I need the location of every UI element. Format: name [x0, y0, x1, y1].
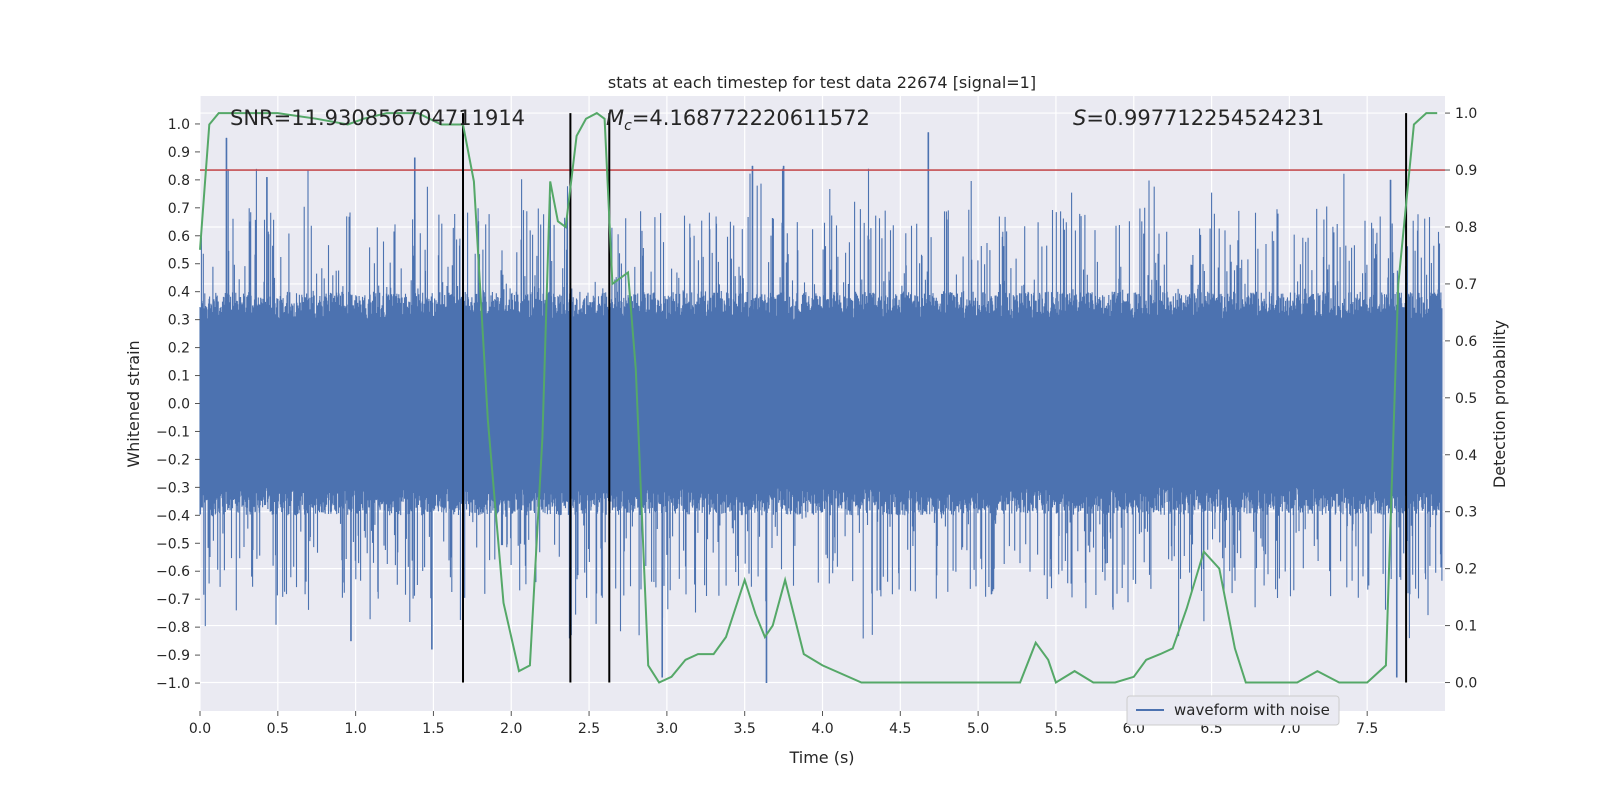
- y-tick-label: −0.2: [156, 452, 190, 468]
- y2-tick-label: 0.8: [1455, 220, 1477, 236]
- y2-tick-label: 0.5: [1455, 391, 1477, 407]
- y-tick-label: 0.6: [168, 229, 190, 245]
- x-tick-label: 4.0: [811, 721, 833, 737]
- y-tick-label: 1.0: [168, 117, 190, 133]
- y-tick-label: 0.8: [168, 173, 190, 189]
- y2-tick-label: 0.1: [1455, 619, 1477, 635]
- y2-tick-label: 0.0: [1455, 676, 1477, 692]
- y-tick-label: −0.8: [156, 620, 190, 636]
- y2-tick-label: 0.2: [1455, 562, 1477, 578]
- y-tick-label: 0.7: [168, 201, 190, 217]
- y2-ticks: 1.0 0.9 0.8 0.7 0.6 0.5 0.4 0.3 0.2 0.1 0.0: [1445, 106, 1477, 692]
- x-tick-label: 3.0: [656, 721, 678, 737]
- x-tick-label: 1.5: [422, 721, 444, 737]
- x-tick-label: 5.5: [1045, 721, 1067, 737]
- legend: waveform with noise: [1126, 695, 1340, 726]
- y-tick-label: −0.1: [156, 424, 190, 440]
- snr-annotation: SNR=11.930856704711914: [230, 106, 525, 130]
- x-axis-label: Time (s): [788, 748, 854, 767]
- x-tick-label: 4.5: [889, 721, 911, 737]
- detection-probability-series: [199, 111, 1438, 685]
- y2-tick-label: 0.3: [1455, 505, 1477, 521]
- y-tick-label: 0.1: [168, 369, 190, 385]
- mc-symbol: M: [606, 106, 624, 130]
- y-tick-label: 0.5: [168, 257, 190, 273]
- s-value: =0.997712254524231: [1086, 106, 1324, 130]
- x-tick-label: 2.0: [500, 721, 522, 737]
- y-ticks: 1.0 0.9 0.8 0.7 0.6 0.5 0.4 0.3 0.2 0.1 0.0 −0.1 −0.…: [156, 117, 200, 692]
- x-tick-label: 2.5: [578, 721, 600, 737]
- y2-tick-label: 0.7: [1455, 277, 1477, 293]
- y-tick-label: 0.3: [168, 313, 190, 329]
- y-tick-label: −1.0: [156, 676, 190, 692]
- y-tick-label: −0.3: [156, 480, 190, 496]
- y-tick-label: −0.4: [156, 508, 190, 524]
- x-tick-label: 7.5: [1356, 721, 1378, 737]
- mc-annotation: Mc=4.168772220611572: [606, 106, 870, 134]
- x-tick-label: 1.0: [344, 721, 366, 737]
- waveform-trace: [199, 132, 1443, 683]
- y2-axis-label: Detection probability: [1490, 320, 1509, 488]
- x-tick-label: 0.0: [189, 721, 211, 737]
- y2-tick-label: 0.4: [1455, 448, 1477, 464]
- legend-box: [1126, 695, 1340, 726]
- legend-label: waveform with noise: [1174, 701, 1330, 719]
- x-tick-label: 0.5: [267, 721, 289, 737]
- y-tick-label: −0.6: [156, 564, 190, 580]
- y-axis-label: Whitened strain: [124, 340, 143, 467]
- y-tick-label: −0.7: [156, 592, 190, 608]
- y-tick-label: 0.2: [168, 341, 190, 357]
- y2-tick-label: 0.9: [1455, 163, 1477, 179]
- x-ticks: 0.0 0.5 1.0 1.5 2.0 2.5 3.0 3.5 4.0 4.5 5.0 5.5 6.0 6…: [189, 711, 1378, 737]
- y-tick-label: −0.5: [156, 536, 190, 552]
- y2-tick-label: 1.0: [1455, 106, 1477, 122]
- mc-value: =4.168772220611572: [632, 106, 870, 130]
- mc-subscript: c: [624, 118, 632, 134]
- y-tick-label: 0.4: [168, 285, 190, 301]
- s-symbol: S: [1073, 106, 1086, 130]
- chart-title: stats at each timestep for test data 226…: [608, 73, 1036, 92]
- y-tick-label: −0.9: [156, 648, 190, 664]
- y2-tick-label: 0.6: [1455, 334, 1477, 350]
- x-tick-label: 5.0: [967, 721, 989, 737]
- y-tick-label: 0.9: [168, 145, 190, 161]
- y-tick-label: 0.0: [168, 397, 190, 413]
- s-annotation: S=0.997712254524231: [1073, 106, 1324, 130]
- x-tick-label: 3.5: [734, 721, 756, 737]
